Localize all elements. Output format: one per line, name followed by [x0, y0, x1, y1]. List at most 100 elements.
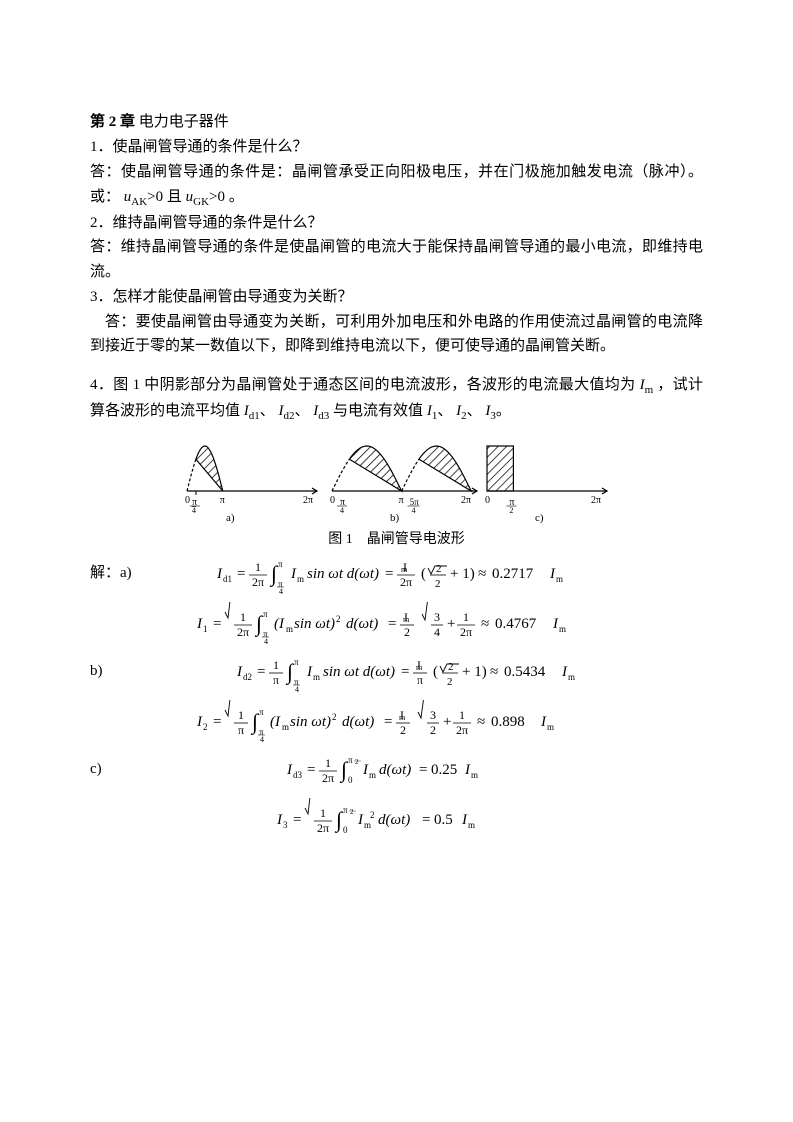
svg-text:0.2717: 0.2717: [492, 566, 534, 582]
svg-text:0.4767: 0.4767: [495, 616, 537, 632]
svg-text:=: =: [293, 812, 301, 828]
q1-f1-op: >0: [147, 189, 163, 205]
svg-text:≈: ≈: [481, 616, 489, 632]
svg-text:π: π: [348, 755, 353, 765]
svg-text:I: I: [290, 566, 297, 582]
svg-text:I: I: [540, 714, 547, 730]
diagram-caption: 图 1 晶闸管导电波形: [90, 528, 703, 548]
chapter-heading: 第 2 章 电力电子器件: [90, 110, 703, 131]
q4-mid2: 与电流有效值: [333, 403, 427, 419]
svg-text:2: 2: [370, 810, 375, 820]
svg-text:4: 4: [260, 735, 264, 744]
chapter-title-text: 电力电子器件: [139, 114, 229, 130]
svg-text:3: 3: [283, 820, 288, 830]
q1-answer-pre: 答：使晶闸管导通的条件是：晶闸管承受正向阳极电压，并在门极施加触发电流（脉冲）。…: [90, 164, 703, 205]
svg-text:(I: (I: [274, 616, 285, 632]
svg-text:π: π: [294, 657, 299, 667]
svg-text:I: I: [236, 664, 243, 680]
svg-text:m: m: [416, 663, 423, 672]
q4-s1: 、: [260, 403, 275, 419]
sol-b-label: b): [90, 660, 103, 683]
q1-formula-1: uAK>0: [124, 189, 167, 205]
svg-text:4: 4: [411, 506, 415, 515]
svg-text:m: m: [282, 722, 289, 732]
svg-text:m: m: [364, 820, 371, 830]
q4-s3: 、: [437, 403, 452, 419]
q1-f2-op: >0: [209, 189, 225, 205]
svg-text:2π: 2π: [400, 575, 412, 589]
svg-text:=: =: [307, 762, 315, 778]
svg-text:m: m: [471, 770, 478, 780]
q1-tail: 。: [229, 189, 244, 205]
eq-a2-svg: I1=12π∫ππ4(Imsin ωt)2d(ωt)=I2m34+12π≈0.4…: [167, 602, 627, 648]
svg-text:2π: 2π: [252, 575, 264, 589]
svg-text:+ 1): + 1): [450, 566, 475, 582]
svg-text:I: I: [464, 762, 471, 778]
svg-text:2: 2: [332, 712, 337, 722]
chapter-prefix: 第 2 章: [90, 114, 135, 130]
svg-text:m: m: [468, 820, 475, 830]
svg-text:I: I: [196, 616, 203, 632]
svg-text:d3: d3: [293, 770, 303, 780]
svg-text:1: 1: [459, 708, 465, 722]
svg-text:sin ωt): sin ωt): [294, 616, 335, 632]
svg-text:2π: 2π: [591, 495, 601, 506]
q4-s2: 、: [295, 403, 310, 419]
svg-text:4: 4: [295, 685, 299, 694]
svg-text:c): c): [535, 512, 544, 524]
svg-text:d(ωt): d(ωt): [378, 812, 410, 828]
q1-f2-sub: GK: [193, 196, 209, 208]
svg-text:m: m: [547, 722, 554, 732]
svg-text:4: 4: [434, 625, 440, 639]
q4-im-sub: m: [645, 384, 654, 396]
q4-id1s: d1: [249, 410, 260, 422]
svg-text:=: =: [422, 812, 430, 828]
svg-text:m: m: [401, 565, 408, 574]
svg-text:2π: 2π: [303, 495, 313, 506]
svg-text:m: m: [313, 672, 320, 682]
svg-text:4: 4: [264, 637, 268, 646]
svg-text:0: 0: [343, 825, 348, 835]
q1-f1-sub: AK: [131, 196, 147, 208]
svg-text:π: π: [219, 495, 224, 506]
sol-c-label: c): [90, 758, 102, 781]
svg-text:2: 2: [336, 614, 341, 624]
eq-c1-svg: Id3=12π∫π02Imd(ωt)=0.25 Im: [227, 752, 567, 792]
svg-text:1: 1: [320, 806, 326, 820]
svg-text:2π: 2π: [461, 495, 471, 506]
q1-answer: 答：使晶闸管导通的条件是：晶闸管承受正向阳极电压，并在门极施加触发电流（脉冲）。…: [90, 160, 703, 211]
q4-id3s: d3: [318, 410, 329, 422]
solution-b1-row: b) Id2=1π∫ππ4Imsin ωt d(ωt)=Iπm(22+ 1)≈0…: [90, 654, 703, 694]
svg-text:2: 2: [203, 722, 208, 732]
q3-question: 3．怎样才能使晶闸管由导通变为关断？: [90, 285, 703, 310]
svg-text:=: =: [257, 664, 265, 680]
svg-text:3: 3: [430, 708, 436, 722]
svg-text:1: 1: [240, 610, 246, 624]
svg-text:π: π: [398, 495, 403, 506]
svg-text:2π: 2π: [456, 723, 468, 737]
solution-a2-row: I1=12π∫ππ4(Imsin ωt)2d(ωt)=I2m34+12π≈0.4…: [90, 602, 703, 648]
svg-text:2: 2: [436, 563, 442, 575]
waveform-svg: 0π4π2πa)0π4π5π42πb)0π22πc): [182, 431, 612, 526]
svg-text:2: 2: [404, 625, 410, 639]
svg-text:sin ωt): sin ωt): [290, 714, 331, 730]
svg-text:2: 2: [400, 723, 406, 737]
svg-text:π: π: [278, 559, 283, 569]
svg-text:+: +: [447, 616, 455, 632]
svg-text:0.898: 0.898: [491, 714, 525, 730]
svg-text:=: =: [385, 566, 393, 582]
svg-text:I: I: [552, 616, 559, 632]
svg-text:4: 4: [191, 506, 195, 515]
svg-text:=: =: [384, 714, 392, 730]
svg-text:d2: d2: [243, 672, 252, 682]
svg-text:d(ωt): d(ωt): [346, 616, 378, 632]
svg-text:I: I: [549, 566, 556, 582]
eq-b1-svg: Id2=1π∫ππ4Imsin ωt d(ωt)=Iπm(22+ 1)≈0.54…: [177, 654, 617, 694]
svg-text:I: I: [196, 714, 203, 730]
svg-text:4: 4: [340, 506, 344, 515]
svg-text:+ 1): + 1): [462, 664, 487, 680]
svg-text:I: I: [461, 812, 468, 828]
svg-text:d1: d1: [223, 574, 232, 584]
svg-text:=: =: [388, 616, 396, 632]
svg-text:≈: ≈: [478, 566, 486, 582]
